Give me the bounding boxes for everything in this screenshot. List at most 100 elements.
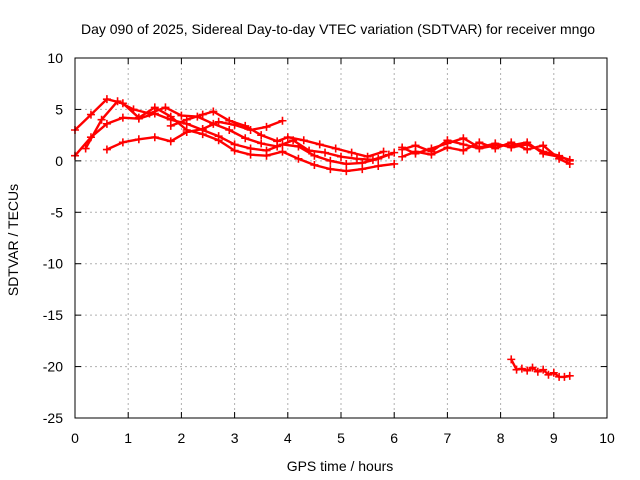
chart-title: Day 090 of 2025, Sidereal Day-to-day VTE… [81, 21, 595, 37]
data-point [331, 144, 340, 153]
data-point [315, 140, 324, 149]
data-point [310, 160, 319, 169]
data-point [102, 95, 111, 104]
x-axis-title: GPS time / hours [287, 458, 394, 474]
data-point [539, 149, 548, 158]
x-tick-label: 1 [124, 430, 132, 446]
data-point [262, 122, 271, 131]
data-point [299, 136, 308, 145]
data-point [97, 115, 106, 124]
data-point [347, 148, 356, 157]
data-point [246, 150, 255, 159]
data-point [262, 151, 271, 160]
x-tick-label: 2 [178, 430, 186, 446]
data-point [177, 111, 186, 120]
data-point [560, 372, 569, 381]
x-tick-label: 5 [337, 430, 345, 446]
data-point [390, 148, 399, 157]
data-point [443, 136, 452, 145]
data-point [161, 103, 170, 112]
data-point [475, 144, 484, 153]
data-point [209, 107, 218, 116]
series-track-9 [507, 355, 574, 381]
data-point [81, 144, 90, 153]
data-point [523, 138, 532, 147]
data-point [166, 112, 175, 121]
y-tick-label: -10 [43, 256, 63, 272]
data-point [523, 366, 532, 375]
data-point [358, 165, 367, 174]
data-point [118, 138, 127, 147]
data-point [427, 147, 436, 156]
data-point [352, 154, 361, 163]
data-point [555, 152, 564, 161]
data-point [507, 355, 516, 364]
data-point [390, 159, 399, 168]
data-point [294, 154, 303, 163]
y-axis-title: SDTVAR / TECUs [5, 184, 21, 296]
data-point [326, 165, 335, 174]
data-point [182, 115, 191, 124]
data-point [459, 140, 468, 149]
data-point [512, 365, 521, 374]
series-layer [71, 95, 574, 381]
data-point [539, 141, 548, 150]
x-tick-label: 10 [599, 430, 615, 446]
plot-frame [74, 57, 608, 419]
data-point [368, 155, 377, 164]
data-point [491, 141, 500, 150]
data-point [305, 146, 314, 155]
x-tick-label: 6 [390, 430, 398, 446]
data-point [379, 147, 388, 156]
data-point [363, 152, 372, 161]
grid-layer [75, 58, 607, 418]
data-point [528, 363, 537, 372]
data-point [384, 150, 393, 159]
data-point [398, 152, 407, 161]
series-track-8 [398, 136, 574, 164]
data-point [145, 109, 154, 118]
data-point [507, 141, 516, 150]
data-point [198, 110, 207, 119]
y-tick-label: -5 [51, 204, 64, 220]
data-point [214, 117, 223, 126]
data-point [517, 364, 526, 373]
data-point [214, 136, 223, 145]
data-point [539, 365, 548, 374]
data-point [166, 121, 175, 130]
data-point [150, 133, 159, 142]
x-tick-label: 7 [444, 430, 452, 446]
data-point [225, 116, 234, 125]
data-point [230, 146, 239, 155]
data-point [443, 143, 452, 152]
data-point [326, 156, 335, 165]
data-point [113, 97, 122, 106]
data-point [544, 370, 553, 379]
data-point [102, 145, 111, 154]
data-point [225, 126, 234, 134]
data-point [342, 167, 351, 176]
data-point [241, 121, 250, 130]
data-point [337, 152, 345, 161]
y-tick-label: 10 [47, 50, 63, 66]
data-point [102, 119, 111, 128]
series-track-5 [166, 107, 388, 161]
data-point [257, 131, 266, 140]
data-point [273, 137, 282, 146]
data-point [565, 371, 574, 380]
tick-label-layer: 0 1 2 3 4 5 6 7 8 9 10 -25 -20 -15 -10 -5 0 5 10 [43, 50, 615, 446]
x-tick-label: 3 [231, 430, 239, 446]
data-point [533, 367, 542, 376]
y-tick-label: 5 [55, 101, 63, 117]
data-point [241, 134, 250, 143]
data-point [198, 124, 207, 133]
series-track-3 [81, 97, 393, 164]
data-point [134, 135, 143, 144]
x-tick-label: 0 [71, 430, 79, 446]
data-point [283, 133, 292, 142]
x-tick-label: 9 [550, 430, 558, 446]
y-tick-label: -15 [43, 307, 63, 323]
data-point [310, 151, 319, 160]
